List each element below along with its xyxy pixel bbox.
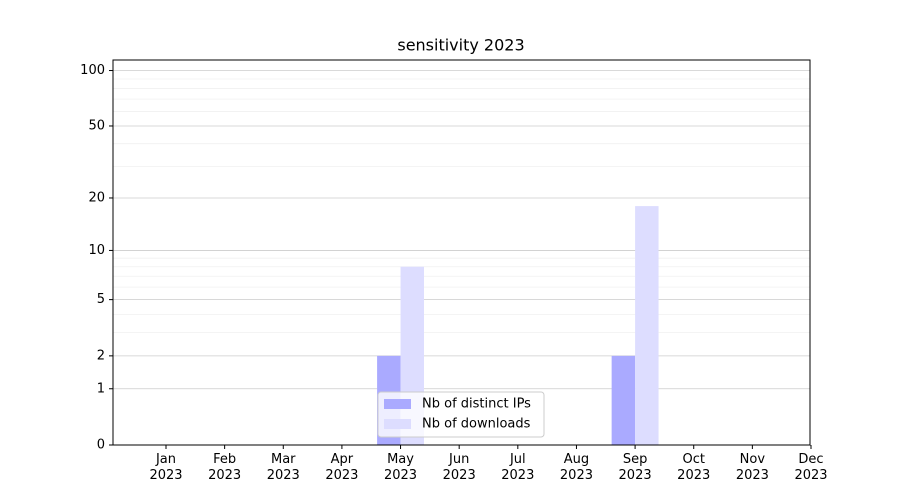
x-tick-label: Feb 2023: [208, 452, 242, 483]
plot-frame: [112, 59, 811, 446]
x-tick-label: Nov 2023: [735, 452, 769, 483]
bar: [611, 355, 636, 445]
y-tick-label: 5: [97, 292, 105, 307]
y-tick-label: 0: [97, 438, 105, 453]
legend-box: [377, 391, 545, 438]
x-tick-label: Mar 2023: [266, 452, 300, 483]
x-tick-label: Dec 2023: [794, 452, 828, 483]
y-tick-label: 2: [97, 348, 105, 363]
x-tick-label: Sep 2023: [618, 452, 652, 483]
bar: [635, 206, 659, 445]
chart-title: sensitivity 2023: [397, 36, 524, 55]
x-tick-label: Jun 2023: [442, 452, 476, 483]
legend-label: Nb of distinct IPs: [422, 397, 531, 412]
x-tick-label: Jul 2023: [501, 452, 535, 483]
x-tick-label: Aug 2023: [559, 452, 593, 483]
y-tick-label: 20: [88, 190, 105, 205]
legend-swatch: [384, 399, 411, 409]
y-tick-label: 100: [80, 63, 105, 78]
y-tick-label: 1: [97, 381, 105, 396]
legend-swatch: [384, 419, 411, 429]
y-tick-label: 50: [88, 118, 105, 133]
legend-label: Nb of downloads: [422, 417, 531, 432]
y-tick-label: 10: [88, 243, 105, 258]
x-tick-label: Oct 2023: [677, 452, 711, 483]
x-tick-label: Apr 2023: [325, 452, 359, 483]
x-tick-label: May 2023: [383, 452, 418, 483]
x-tick-label: Jan 2023: [149, 452, 183, 483]
